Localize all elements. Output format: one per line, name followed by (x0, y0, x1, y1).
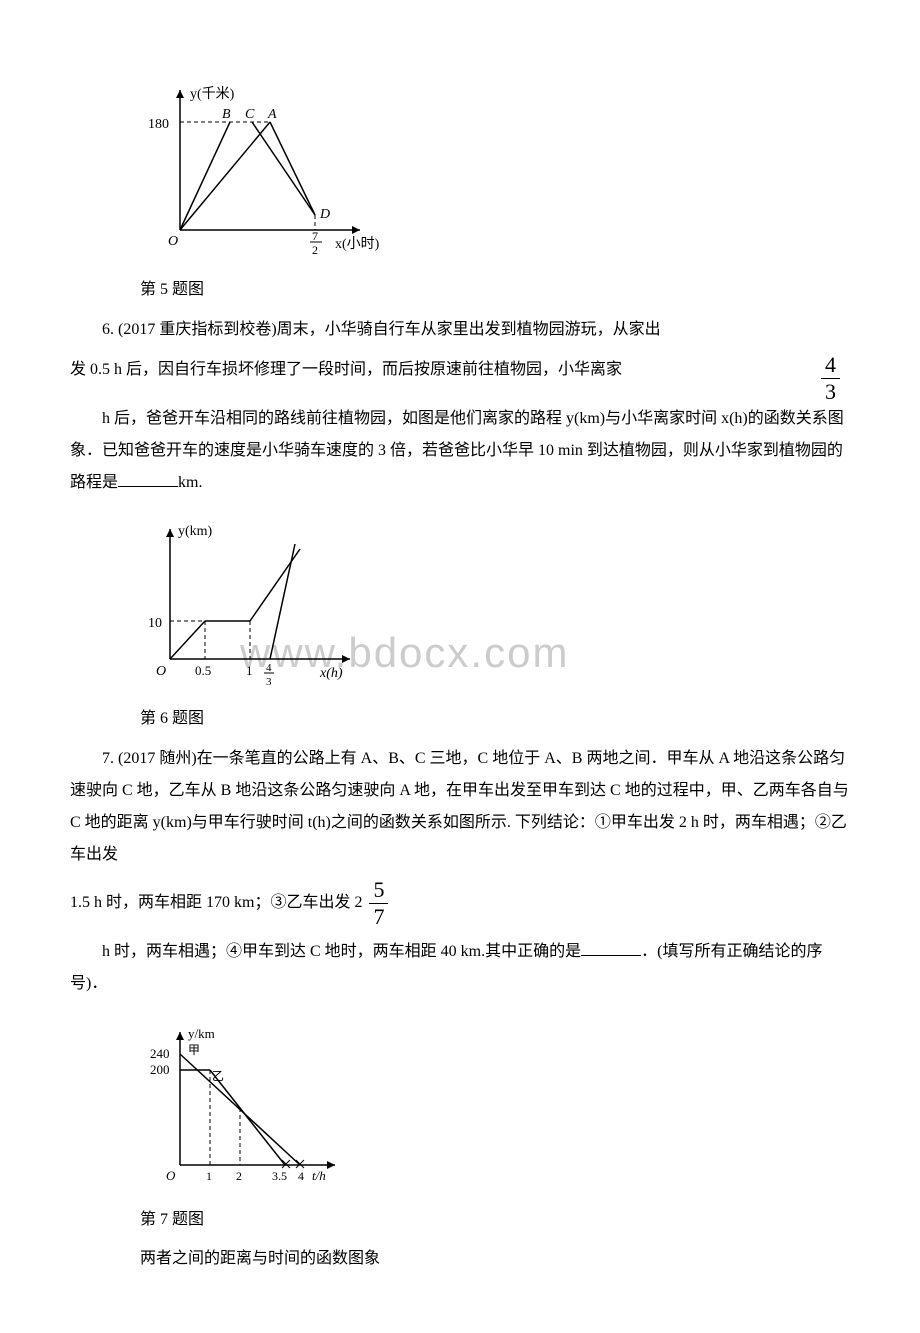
chart-6: y(km) x(h) 10 O 0.5 1 4 3 (140, 519, 850, 694)
chart6-ylabel: y(km) (178, 524, 213, 539)
q7-text-1: 7. (2017 随州)在一条笔直的公路上有 A、B、C 三地，C 地位于 A、… (70, 750, 849, 863)
chart6-xtick-0: 0.5 (195, 663, 211, 678)
q6-frac-num: 4 (821, 354, 840, 379)
q7-frac-den: 7 (369, 904, 388, 928)
chart7-xtick-2: 3.5 (272, 1169, 287, 1183)
q6-frac-den: 3 (821, 379, 840, 403)
q6-text-3-suffix: km. (178, 474, 202, 491)
chart7-ylabel: y/km (188, 1026, 215, 1041)
q6-line2: 发 0.5 h 后，因自行车损坏修理了一段时间，而后按原速前往植物园，小华离家 … (70, 354, 850, 386)
q7-line1: 7. (2017 随州)在一条笔直的公路上有 A、B、C 三地，C 地位于 A、… (70, 743, 850, 871)
q7-blank (581, 940, 641, 956)
chart5-point-a: A (267, 107, 277, 122)
chart6-xfrac-num: 4 (266, 662, 272, 674)
chart5-point-c: C (245, 107, 255, 122)
q6-blank (118, 471, 178, 487)
chart5-point-d: D (319, 207, 330, 222)
q6-line1: 6. (2017 重庆指标到校卷)周末，小华骑自行车从家里出发到植物园游玩，从家… (70, 314, 850, 346)
chart6-xtick-1: 1 (246, 663, 253, 678)
chart5-point-b: B (222, 107, 231, 122)
section-heading: 两者之间的距离与时间的函数图象 (140, 1244, 850, 1268)
chart5-yvalue: 180 (148, 117, 169, 132)
chart7-ytick-0: 240 (150, 1046, 170, 1061)
q6-fraction: 4 3 (821, 354, 840, 403)
chart6-origin: O (156, 664, 166, 679)
chart5-xfrac-den: 2 (312, 243, 318, 257)
q7-line2: 1.5 h 时，两车相距 170 km；③乙车出发 2 5 7 (70, 879, 850, 928)
chart-6-svg: y(km) x(h) 10 O 0.5 1 4 3 (140, 519, 370, 689)
chart7-series-jia: 甲 (188, 1043, 200, 1057)
q7-text-2: 1.5 h 时，两车相距 170 km；③乙车出发 2 (70, 894, 362, 911)
chart6-xfrac-den: 3 (266, 676, 272, 688)
chart-5-svg: y(千米) x(小时) 180 O B C A D 7 2 (140, 80, 390, 260)
q7-text-3: h 时，两车相遇；④甲车到达 C 地时，两车相距 40 km.其中正确的是 (102, 943, 581, 960)
chart-5: y(千米) x(小时) 180 O B C A D 7 2 (140, 80, 850, 265)
caption-7: 第 7 题图 (140, 1205, 850, 1229)
chart5-xfrac-num: 7 (312, 229, 318, 243)
chart7-origin: O (166, 1168, 176, 1183)
chart7-xlabel: t/h (312, 1168, 326, 1183)
chart7-xtick-1: 2 (236, 1169, 242, 1183)
chart7-series-yi: 乙 (212, 1069, 224, 1083)
chart6-yvalue: 10 (148, 616, 162, 631)
chart7-ytick-1: 200 (150, 1062, 170, 1077)
chart-7: y/km t/h 240 200 O 甲 乙 1 2 3.5 4 (140, 1020, 850, 1195)
chart-7-svg: y/km t/h 240 200 O 甲 乙 1 2 3.5 4 (140, 1020, 350, 1190)
q6-line3: h 后，爸爸开车沿相同的路线前往植物园，如图是他们离家的路程 y(km)与小华离… (70, 403, 850, 499)
caption-6: 第 6 题图 (140, 704, 850, 728)
chart7-xtick-0: 1 (206, 1169, 212, 1183)
chart5-origin: O (168, 234, 178, 249)
q7-fraction: 5 7 (369, 879, 388, 928)
q6-text-1: 6. (2017 重庆指标到校卷)周末，小华骑自行车从家里出发到植物园游玩，从家… (102, 321, 661, 338)
chart7-xtick-3: 4 (298, 1169, 304, 1183)
chart6-xlabel: x(h) (319, 666, 343, 681)
q6-text-2: 发 0.5 h 后，因自行车损坏修理了一段时间，而后按原速前往植物园，小华离家 (70, 361, 622, 378)
chart5-ylabel: y(千米) (190, 86, 235, 102)
caption-5: 第 5 题图 (140, 275, 850, 299)
chart5-xlabel: x(小时) (335, 236, 380, 252)
q7-frac-num: 5 (369, 879, 388, 904)
q7-line3: h 时，两车相遇；④甲车到达 C 地时，两车相距 40 km.其中正确的是．(填… (70, 936, 850, 1000)
